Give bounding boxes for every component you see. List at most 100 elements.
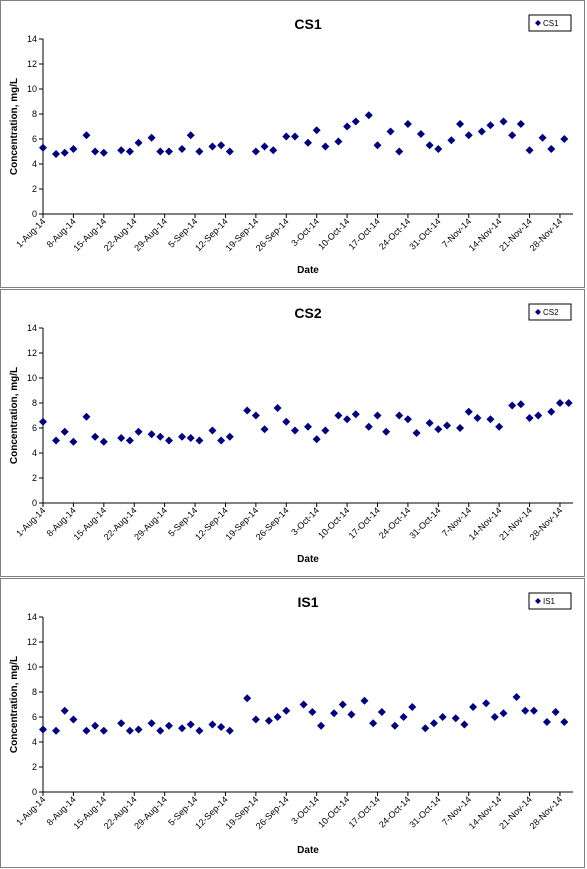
data-point — [486, 121, 495, 130]
data-point — [217, 723, 226, 731]
data-point — [134, 427, 143, 436]
data-point — [382, 427, 391, 436]
data-point — [312, 126, 321, 135]
data-point — [178, 724, 187, 733]
chart-title: CS1 — [294, 16, 321, 32]
x-tick-label: 26-Sep-14 — [254, 505, 291, 542]
data-point — [39, 143, 47, 152]
data-point — [347, 710, 356, 719]
data-point — [243, 406, 252, 415]
chart-panel-cs2: CS2 Concentration, mg/L Date 0 2 4 6 8 10 12 14 1-A… — [0, 289, 585, 577]
y-tick-label: 8 — [32, 398, 37, 408]
y-tick-label: 2 — [32, 762, 37, 772]
x-axis-label: Date — [297, 554, 319, 565]
data-point — [490, 713, 499, 721]
data-point — [125, 147, 134, 156]
data-point — [438, 713, 447, 721]
data-point — [243, 694, 252, 703]
data-point — [251, 715, 260, 724]
data-point — [91, 432, 100, 441]
data-point — [482, 699, 491, 708]
y-tick-label: 6 — [32, 712, 37, 722]
data-point — [443, 421, 452, 430]
data-point — [447, 136, 456, 145]
data-point — [260, 425, 269, 434]
data-point — [147, 430, 156, 439]
x-tick-label: 10-Oct-14 — [316, 794, 351, 829]
legend-marker — [535, 598, 541, 604]
data-point — [156, 432, 165, 441]
data-point — [534, 411, 543, 420]
data-point — [225, 726, 234, 735]
y-tick-label: 6 — [32, 423, 37, 433]
chart-title: CS2 — [294, 305, 321, 321]
data-point — [282, 132, 291, 141]
y-tick-label: 8 — [32, 109, 37, 119]
x-tick-label: 28-Nov-14 — [528, 216, 565, 253]
data-point — [39, 417, 47, 426]
data-point — [495, 422, 504, 431]
chart-title: IS1 — [297, 594, 318, 610]
data-point — [373, 411, 382, 420]
data-point — [208, 426, 217, 435]
data-point — [464, 407, 473, 416]
y-tick-label: 8 — [32, 687, 37, 697]
x-tick-label: 1-Aug-14 — [14, 505, 47, 538]
data-point — [60, 148, 69, 157]
data-point — [99, 437, 108, 446]
data-point — [469, 703, 478, 711]
data-point — [395, 147, 404, 156]
data-point — [208, 720, 217, 729]
data-point — [429, 719, 438, 728]
data-point — [186, 434, 195, 442]
data-point — [508, 131, 517, 140]
y-tick-label: 14 — [27, 323, 37, 333]
data-point — [351, 410, 360, 419]
data-point — [304, 422, 312, 431]
data-point — [52, 726, 61, 735]
x-tick-label: 28-Nov-14 — [528, 794, 565, 831]
data-point — [499, 117, 508, 126]
data-point — [117, 719, 126, 728]
data-point — [525, 146, 534, 155]
data-point — [82, 726, 91, 735]
data-point — [60, 427, 69, 436]
data-point — [516, 400, 525, 409]
y-tick-label: 12 — [27, 637, 37, 647]
data-point — [456, 424, 465, 432]
y-axis-label: Concentration, mg/L — [9, 78, 20, 175]
y-tick-label: 4 — [32, 737, 37, 747]
y-tick-label: 6 — [32, 134, 37, 144]
data-point — [547, 145, 556, 153]
chart-panel-cs1: CS1 Concentration, mg/L Date 0 2 4 6 8 10 12 14 1-A… — [0, 0, 585, 288]
data-point — [547, 407, 556, 416]
data-point — [99, 148, 108, 157]
data-point — [521, 706, 530, 715]
x-tick-label: 26-Sep-14 — [254, 794, 291, 831]
data-point — [260, 142, 269, 151]
data-point — [386, 127, 395, 136]
data-point — [164, 147, 173, 156]
x-tick-label: 17-Oct-14 — [347, 505, 382, 540]
data-point — [399, 713, 408, 721]
data-point — [195, 147, 204, 156]
data-point — [134, 138, 143, 147]
data-point — [69, 437, 78, 446]
x-axis-label: Date — [297, 845, 319, 856]
data-point — [451, 714, 460, 723]
data-point — [390, 721, 399, 730]
data-point — [39, 725, 47, 734]
y-axis-label: Concentration, mg/L — [9, 656, 20, 753]
data-point — [560, 135, 569, 143]
data-point — [395, 411, 404, 420]
data-point — [264, 716, 273, 725]
data-point — [529, 706, 538, 715]
data-point — [364, 111, 373, 120]
data-point — [312, 435, 321, 444]
data-point — [512, 693, 521, 701]
x-axis-label: Date — [297, 265, 319, 276]
data-point — [147, 133, 156, 142]
x-tick-label: 1-Aug-14 — [14, 794, 47, 827]
data-point — [282, 706, 291, 715]
data-point — [434, 425, 443, 434]
